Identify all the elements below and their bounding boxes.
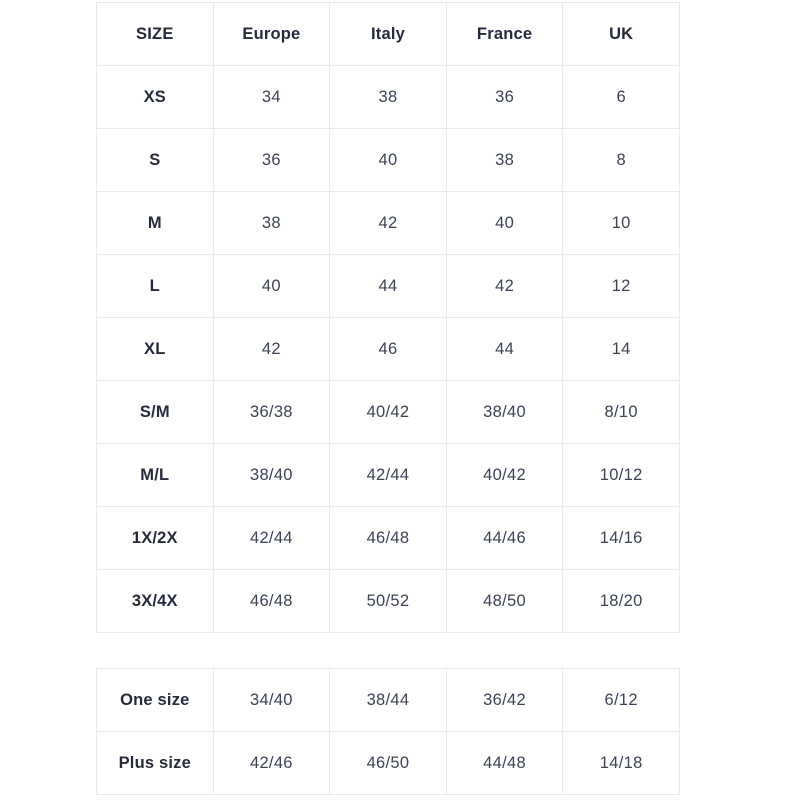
italy-value-cell: 46/50 [329,731,447,795]
column-header-europe: Europe [212,2,331,66]
france-value-cell: 38 [445,128,564,192]
table-row: M 38 42 40 10 [96,191,680,255]
table-row: 1X/2X 42/44 46/48 44/46 14/16 [96,506,680,570]
france-value-cell: 36/42 [445,668,564,732]
size-label-cell: 3X/4X [96,569,214,633]
uk-value-cell: 6 [562,65,680,129]
italy-value-cell: 50/52 [329,569,447,633]
europe-value-cell: 42/44 [212,506,331,570]
column-header-italy: Italy [329,2,447,66]
header-row: SIZE Europe Italy France UK [96,2,680,66]
italy-value-cell: 42/44 [329,443,447,507]
size-label-cell: L [96,254,214,318]
italy-value-cell: 40/42 [329,380,447,444]
uk-value-cell: 12 [562,254,680,318]
size-label-cell: XS [96,65,214,129]
italy-value-cell: 46 [329,317,447,381]
europe-value-cell: 36/38 [212,380,331,444]
europe-value-cell: 34 [212,65,331,129]
uk-value-cell: 10/12 [562,443,680,507]
secondary-size-table: One size 34/40 38/44 36/42 6/12 Plus siz… [96,668,680,795]
table-row: XL 42 46 44 14 [96,317,680,381]
size-label-cell: XL [96,317,214,381]
uk-value-cell: 18/20 [562,569,680,633]
table-row: M/L 38/40 42/44 40/42 10/12 [96,443,680,507]
column-header-france: France [445,2,564,66]
table-row: XS 34 38 36 6 [96,65,680,129]
france-value-cell: 40 [445,191,564,255]
france-value-cell: 44 [445,317,564,381]
uk-value-cell: 6/12 [562,668,680,732]
europe-value-cell: 38/40 [212,443,331,507]
france-value-cell: 40/42 [445,443,564,507]
italy-value-cell: 46/48 [329,506,447,570]
primary-size-table: SIZE Europe Italy France UK XS 34 38 36 … [96,2,680,633]
size-label-cell: One size [96,668,214,732]
table-row: L 40 44 42 12 [96,254,680,318]
size-label-cell: 1X/2X [96,506,214,570]
table-row: S/M 36/38 40/42 38/40 8/10 [96,380,680,444]
europe-value-cell: 40 [212,254,331,318]
column-header-uk: UK [562,2,680,66]
italy-value-cell: 38/44 [329,668,447,732]
italy-value-cell: 42 [329,191,447,255]
size-label-cell: M/L [96,443,214,507]
europe-value-cell: 38 [212,191,331,255]
europe-value-cell: 42 [212,317,331,381]
europe-value-cell: 46/48 [212,569,331,633]
france-value-cell: 48/50 [445,569,564,633]
france-value-cell: 44/48 [445,731,564,795]
europe-value-cell: 42/46 [212,731,331,795]
france-value-cell: 36 [445,65,564,129]
france-value-cell: 42 [445,254,564,318]
table-row: S 36 40 38 8 [96,128,680,192]
italy-value-cell: 38 [329,65,447,129]
uk-value-cell: 14 [562,317,680,381]
france-value-cell: 38/40 [445,380,564,444]
column-header-size: SIZE [96,2,214,66]
size-label-cell: S/M [96,380,214,444]
uk-value-cell: 8 [562,128,680,192]
uk-value-cell: 10 [562,191,680,255]
table-row: One size 34/40 38/44 36/42 6/12 [96,668,680,732]
italy-value-cell: 40 [329,128,447,192]
table-body: XS 34 38 36 6 S 36 40 38 8 M 38 42 40 10 [96,65,680,633]
france-value-cell: 44/46 [445,506,564,570]
europe-value-cell: 36 [212,128,331,192]
table-row: Plus size 42/46 46/50 44/48 14/18 [96,731,680,795]
uk-value-cell: 8/10 [562,380,680,444]
table-row: 3X/4X 46/48 50/52 48/50 18/20 [96,569,680,633]
uk-value-cell: 14/18 [562,731,680,795]
uk-value-cell: 14/16 [562,506,680,570]
size-label-cell: Plus size [96,731,214,795]
size-label-cell: M [96,191,214,255]
table-body: One size 34/40 38/44 36/42 6/12 Plus siz… [96,668,680,795]
europe-value-cell: 34/40 [212,668,331,732]
italy-value-cell: 44 [329,254,447,318]
size-label-cell: S [96,128,214,192]
table-header: SIZE Europe Italy France UK [96,2,680,66]
